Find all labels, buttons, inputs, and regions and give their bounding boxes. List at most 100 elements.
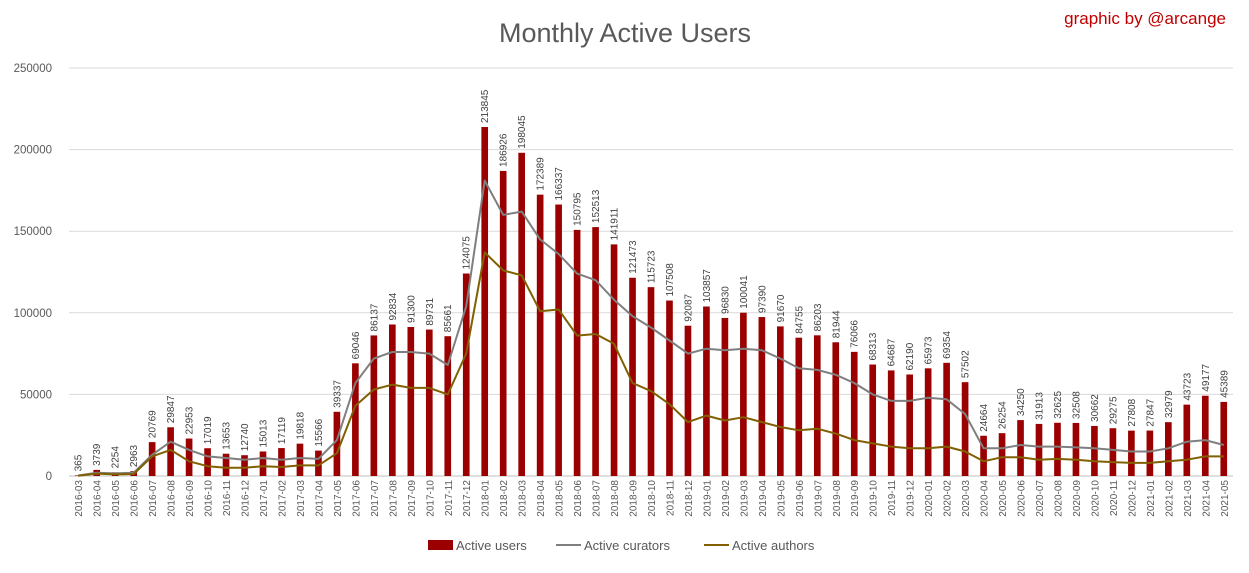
x-tick-label: 2020-01 (924, 480, 935, 517)
legend-label: Active authors (732, 538, 815, 553)
x-tick-label: 2021-05 (1220, 480, 1231, 517)
x-tick-label: 2019-09 (850, 480, 861, 517)
data-label: 15013 (259, 419, 270, 447)
data-label: 97390 (757, 285, 768, 313)
bar (222, 453, 230, 476)
data-label: 89731 (425, 297, 436, 325)
legend-label: Active users (456, 538, 527, 553)
data-label: 91670 (776, 294, 787, 322)
x-tick-label: 2016-10 (204, 480, 215, 517)
bar (924, 368, 932, 476)
bar (777, 326, 784, 476)
bar (204, 448, 211, 476)
data-label: 91300 (406, 295, 417, 323)
bar (703, 306, 710, 476)
data-label: 84755 (794, 305, 805, 333)
data-label: 26254 (998, 401, 1009, 429)
bar (259, 451, 267, 476)
data-label: 43723 (1182, 372, 1193, 400)
data-label: 103857 (702, 269, 713, 303)
x-tick-label: 2020-04 (980, 480, 991, 517)
data-label: 32979 (1164, 390, 1175, 418)
x-tick-label: 2017-08 (388, 480, 399, 517)
data-label: 30662 (1090, 394, 1101, 422)
x-tick-label: 2018-03 (518, 480, 529, 517)
data-label: 68313 (868, 332, 879, 360)
x-tick-label: 2020-10 (1090, 480, 1101, 517)
bar (425, 329, 433, 476)
bar (167, 427, 174, 476)
bar (1109, 428, 1117, 476)
bar (813, 335, 821, 476)
bar (241, 455, 248, 476)
x-tick-label: 2018-05 (555, 480, 566, 517)
bar (684, 325, 692, 476)
bar (148, 442, 156, 476)
data-label: 17019 (203, 416, 214, 444)
bar (666, 300, 673, 476)
bar (961, 382, 969, 476)
x-tick-label: 2017-04 (314, 480, 325, 517)
label-layer: 365 3739 2254 2963 20769 29847 22953 17019 13653… (74, 89, 1231, 471)
data-label: 96830 (720, 286, 731, 314)
data-label: 39337 (332, 380, 343, 408)
data-label: 17119 (277, 417, 288, 445)
data-label: 27808 (1127, 398, 1138, 426)
data-label: 92834 (388, 292, 399, 320)
bar (278, 448, 285, 476)
x-tick-label: 2016-05 (111, 480, 122, 517)
data-label: 29275 (1108, 396, 1119, 424)
bar (370, 335, 378, 476)
y-tick-label: 150000 (14, 226, 52, 238)
data-label: 172389 (536, 157, 547, 191)
bar (1072, 422, 1080, 476)
data-label: 166337 (554, 167, 565, 201)
legend: Active users Active curators Active author… (428, 538, 815, 553)
bar (1017, 420, 1024, 476)
data-label: 69354 (942, 331, 953, 359)
bar (499, 170, 507, 476)
data-label: 92087 (683, 293, 694, 321)
data-label: 57502 (961, 350, 972, 378)
data-label: 213845 (480, 89, 491, 123)
data-label: 115723 (647, 250, 658, 283)
data-label: 121473 (628, 240, 639, 274)
data-label: 45389 (1219, 370, 1230, 398)
x-tick-label: 2019-08 (832, 480, 843, 517)
x-tick-label: 2016-08 (167, 480, 178, 517)
data-label: 19818 (295, 411, 306, 439)
bar (536, 194, 544, 477)
bar (610, 244, 618, 476)
x-tick-label: 2017-03 (296, 480, 307, 517)
bar (407, 326, 415, 476)
y-tick-label: 200000 (14, 145, 52, 157)
bar (185, 438, 193, 476)
data-label: 65973 (924, 336, 935, 364)
data-label: 64687 (887, 338, 898, 366)
bar (1146, 430, 1154, 476)
bar (906, 374, 913, 476)
x-tick-label: 2017-09 (407, 480, 418, 517)
bar (1201, 395, 1209, 476)
data-label: 22953 (185, 406, 196, 434)
data-label: 141911 (610, 207, 621, 240)
x-tick-label: 2018-01 (481, 480, 492, 517)
x-tick-label: 2017-06 (351, 480, 362, 517)
data-label: 13653 (222, 421, 233, 449)
data-label: 27847 (1145, 398, 1156, 426)
y-tick-label: 100000 (14, 308, 52, 320)
bar (573, 229, 581, 476)
x-tick-label: 2021-02 (1164, 480, 1175, 517)
x-tick-label: 2017-01 (259, 480, 270, 517)
data-label: 152513 (591, 189, 602, 223)
y-tick-label: 0 (46, 471, 52, 483)
x-tick-label: 2016-03 (74, 480, 85, 517)
bar (721, 317, 729, 476)
x-tick-label: 2020-03 (961, 480, 972, 517)
x-tick-label: 2020-05 (998, 480, 1009, 517)
x-tick-label: 2018-06 (573, 480, 584, 517)
bar (629, 277, 636, 476)
data-label: 2254 (111, 446, 122, 469)
x-tick-label: 2016-09 (185, 480, 196, 517)
